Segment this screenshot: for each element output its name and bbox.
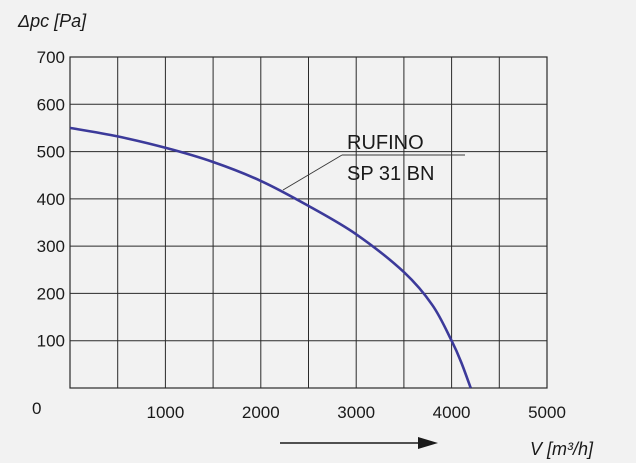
annotation-leader	[282, 154, 343, 191]
x-tick-label: 5000	[528, 403, 566, 422]
y-tick-label: 300	[37, 237, 65, 256]
origin-label: 0	[32, 399, 41, 418]
x-tick-label: 4000	[433, 403, 471, 422]
x-axis-title: V [m³/h]	[530, 439, 594, 459]
x-tick-label: 3000	[337, 403, 375, 422]
annotation-line2: SP 31 BN	[347, 163, 434, 185]
x-axis-arrow	[280, 437, 438, 449]
y-tick-labels: 100 200 300 400 500 600 700	[37, 48, 65, 351]
plot-frame	[69, 56, 548, 389]
series-layer	[69, 126, 472, 389]
y-tick-label: 500	[37, 143, 65, 162]
x-tick-labels: 1000 2000 3000 4000 5000	[146, 403, 565, 422]
y-tick-label: 700	[37, 48, 65, 67]
annotation-line1: RUFINO	[347, 132, 424, 154]
x-tick-label: 1000	[146, 403, 184, 422]
y-tick-label: 100	[37, 332, 65, 351]
series-annotation: RUFINO SP 31 BN	[282, 132, 465, 191]
y-tick-label: 400	[37, 190, 65, 209]
y-tick-label: 600	[37, 95, 65, 114]
y-tick-label: 200	[37, 284, 65, 303]
x-tick-label: 2000	[242, 403, 280, 422]
series-line-rufino-sp31bn	[69, 126, 472, 389]
y-axis-title: Δpc [Pa]	[17, 11, 87, 31]
grid	[70, 57, 547, 388]
